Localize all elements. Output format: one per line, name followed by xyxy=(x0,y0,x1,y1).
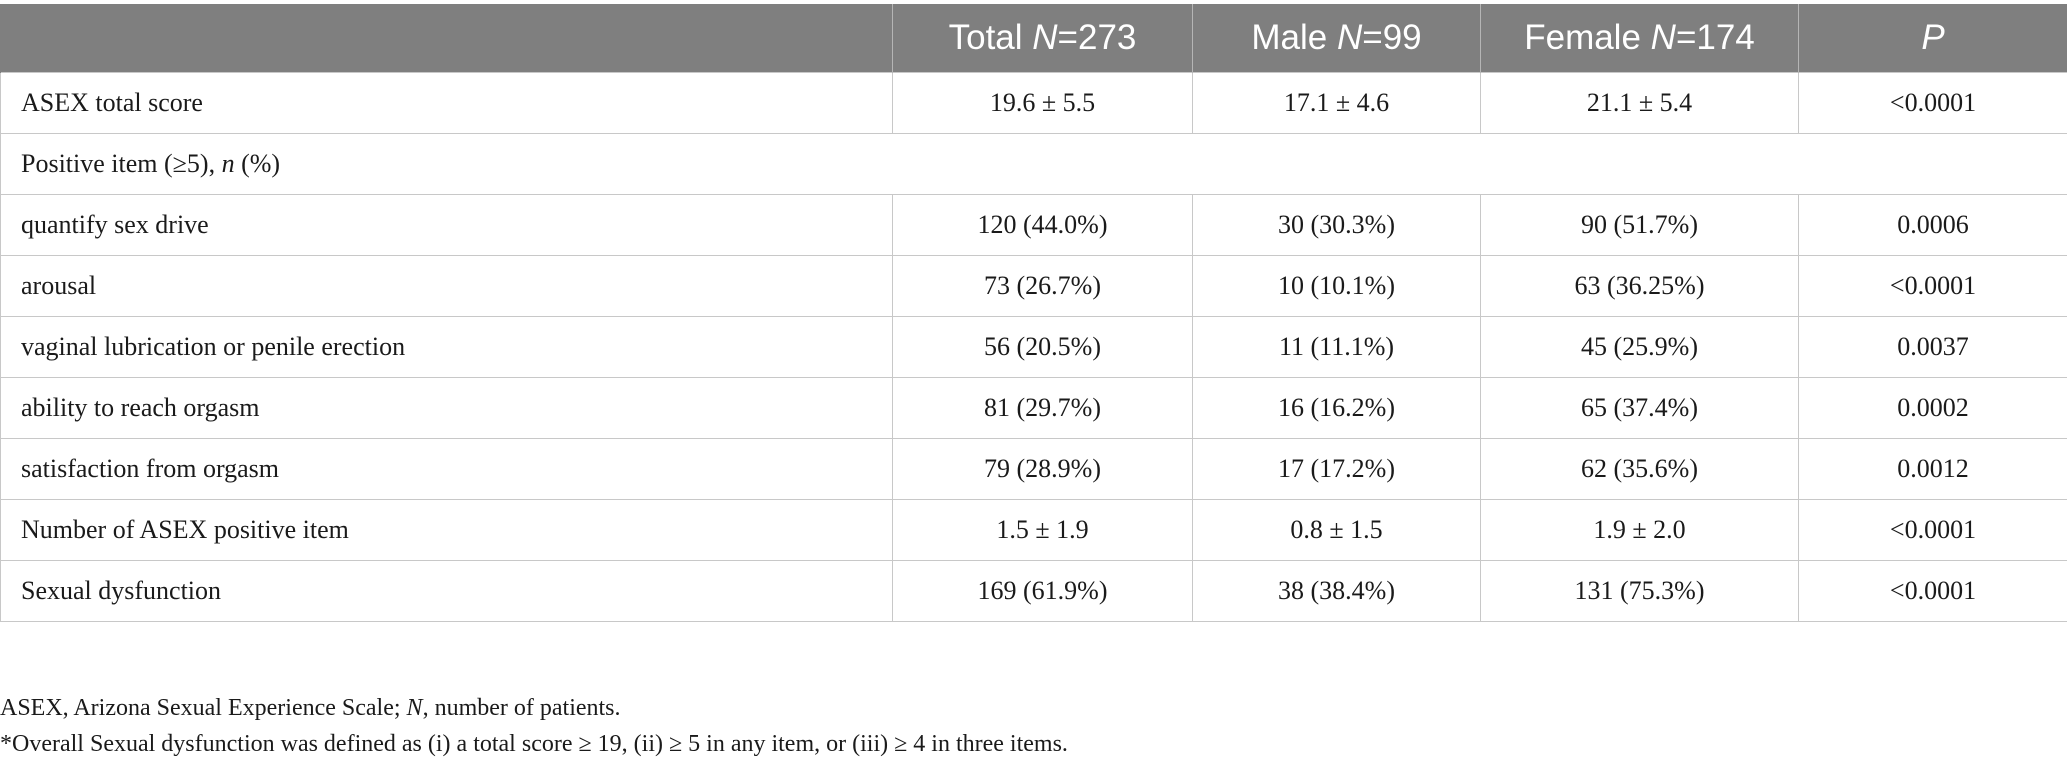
row-label: Number of ASEX positive item xyxy=(0,499,893,561)
cell-p: <0.0001 xyxy=(1798,560,2067,622)
table-header: Total N=273 Male N=99 Female N=174 P xyxy=(0,4,2067,73)
results-table-container: Total N=273 Male N=99 Female N=174 P ASE… xyxy=(0,4,2067,622)
cell-female: 65 (37.4%) xyxy=(1480,377,1799,439)
header-female-value: =174 xyxy=(1675,18,1755,57)
table-row-positive-item-heading: Positive item (≥5), n (%) xyxy=(0,133,2067,195)
cell-p: 0.0002 xyxy=(1798,377,2067,439)
cell-male: 16 (16.2%) xyxy=(1192,377,1481,439)
cell-total: 56 (20.5%) xyxy=(892,316,1193,378)
cell-p: <0.0001 xyxy=(1798,255,2067,317)
cell-p: <0.0001 xyxy=(1798,499,2067,561)
footnote-abbrev-text-a: ASEX, Arizona Sexual Experience Scale; xyxy=(0,695,407,721)
table-row-satisfaction: satisfaction from orgasm 79 (28.9%) 17 (… xyxy=(0,438,2067,500)
cell-p: 0.0012 xyxy=(1798,438,2067,500)
footnote-abbrev-text-b: , number of patients. xyxy=(422,695,621,721)
header-female-n: N xyxy=(1650,18,1676,57)
footnote-abbrev-n: N xyxy=(406,695,423,721)
section-heading-text-a: Positive item (≥5), xyxy=(21,149,222,178)
table-footnotes: ASEX, Arizona Sexual Experience Scale; N… xyxy=(0,690,1068,762)
footnote-abbreviations: ASEX, Arizona Sexual Experience Scale; N… xyxy=(0,690,1068,726)
table-row-sex-drive: quantify sex drive 120 (44.0%) 30 (30.3%… xyxy=(0,194,2067,256)
header-male-value: =99 xyxy=(1362,18,1422,57)
row-label: ASEX total score xyxy=(0,72,893,134)
cell-total: 169 (61.9%) xyxy=(892,560,1193,622)
header-total-value: =273 xyxy=(1057,18,1137,57)
header-label-column xyxy=(0,4,893,73)
header-female: Female N=174 xyxy=(1480,4,1799,73)
cell-male: 11 (11.1%) xyxy=(1192,316,1481,378)
cell-male: 30 (30.3%) xyxy=(1192,194,1481,256)
cell-female: 45 (25.9%) xyxy=(1480,316,1799,378)
footnote-definition: *Overall Sexual dysfunction was defined … xyxy=(0,731,1068,757)
row-label: Sexual dysfunction xyxy=(0,560,893,622)
cell-male: 0.8 ± 1.5 xyxy=(1192,499,1481,561)
header-female-prefix: Female xyxy=(1524,18,1651,57)
cell-female: 62 (35.6%) xyxy=(1480,438,1799,500)
cell-total: 79 (28.9%) xyxy=(892,438,1193,500)
table-row-num-positive: Number of ASEX positive item 1.5 ± 1.9 0… xyxy=(0,499,2067,561)
cell-female: 1.9 ± 2.0 xyxy=(1480,499,1799,561)
cell-male: 38 (38.4%) xyxy=(1192,560,1481,622)
table-row-lubrication: vaginal lubrication or penile erection 5… xyxy=(0,316,2067,378)
cell-female: 90 (51.7%) xyxy=(1480,194,1799,256)
row-label: ability to reach orgasm xyxy=(0,377,893,439)
header-total: Total N=273 xyxy=(892,4,1193,73)
cell-female: 63 (36.25%) xyxy=(1480,255,1799,317)
cell-total: 1.5 ± 1.9 xyxy=(892,499,1193,561)
cell-female: 131 (75.3%) xyxy=(1480,560,1799,622)
header-p-label: P xyxy=(1921,18,1945,57)
row-label: vaginal lubrication or penile erection xyxy=(0,316,893,378)
table-row-dysfunction: Sexual dysfunction 169 (61.9%) 38 (38.4%… xyxy=(0,560,2067,622)
cell-male: 17.1 ± 4.6 xyxy=(1192,72,1481,134)
cell-total: 73 (26.7%) xyxy=(892,255,1193,317)
header-total-prefix: Total xyxy=(948,18,1033,57)
cell-female: 21.1 ± 5.4 xyxy=(1480,72,1799,134)
cell-p: 0.0037 xyxy=(1798,316,2067,378)
cell-male: 10 (10.1%) xyxy=(1192,255,1481,317)
header-male-n: N xyxy=(1336,18,1363,57)
header-male: Male N=99 xyxy=(1192,4,1481,73)
table-row-reach-orgasm: ability to reach orgasm 81 (29.7%) 16 (1… xyxy=(0,377,2067,439)
header-total-n: N xyxy=(1032,18,1058,57)
table-row-asex-total: ASEX total score 19.6 ± 5.5 17.1 ± 4.6 2… xyxy=(0,72,2067,134)
asex-results-table: Total N=273 Male N=99 Female N=174 P ASE… xyxy=(0,4,2067,622)
section-heading-text-b: (%) xyxy=(234,149,281,178)
cell-male: 17 (17.2%) xyxy=(1192,438,1481,500)
cell-total: 120 (44.0%) xyxy=(892,194,1193,256)
table-body: ASEX total score 19.6 ± 5.5 17.1 ± 4.6 2… xyxy=(0,72,2067,622)
table-row-arousal: arousal 73 (26.7%) 10 (10.1%) 63 (36.25%… xyxy=(0,255,2067,317)
header-p-value: P xyxy=(1798,4,2067,73)
cell-total: 81 (29.7%) xyxy=(892,377,1193,439)
header-male-prefix: Male xyxy=(1251,18,1337,57)
row-label: arousal xyxy=(0,255,893,317)
row-label: quantify sex drive xyxy=(0,194,893,256)
cell-total: 19.6 ± 5.5 xyxy=(892,72,1193,134)
row-label: satisfaction from orgasm xyxy=(0,438,893,500)
cell-p: <0.0001 xyxy=(1798,72,2067,134)
section-heading-positive-item: Positive item (≥5), n (%) xyxy=(0,133,2067,195)
header-row: Total N=273 Male N=99 Female N=174 P xyxy=(0,4,2067,73)
cell-p: 0.0006 xyxy=(1798,194,2067,256)
section-heading-n: n xyxy=(221,149,235,178)
